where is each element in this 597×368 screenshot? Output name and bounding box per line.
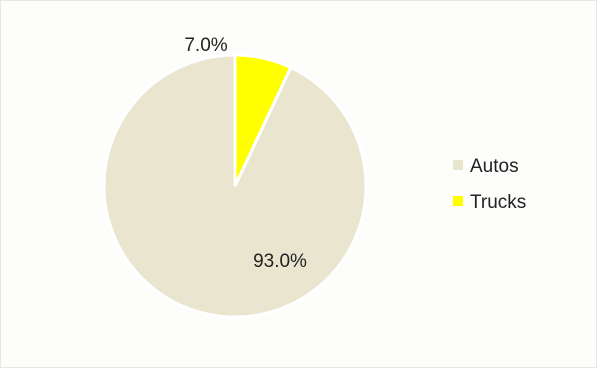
legend-label-trucks: Trucks	[470, 192, 526, 213]
legend-swatch-autos	[453, 160, 463, 170]
legend-swatch-trucks	[453, 196, 463, 206]
legend: Autos Trucks	[453, 156, 526, 213]
pie-data-labels: 93.0% 7.0%	[184, 35, 307, 272]
data-label-autos: 93.0%	[253, 251, 307, 272]
data-label-trucks: 7.0%	[184, 35, 227, 56]
legend-label-autos: Autos	[470, 156, 519, 177]
pie-slice-trucks	[233, 53, 293, 187]
pie-slices	[102, 53, 368, 319]
